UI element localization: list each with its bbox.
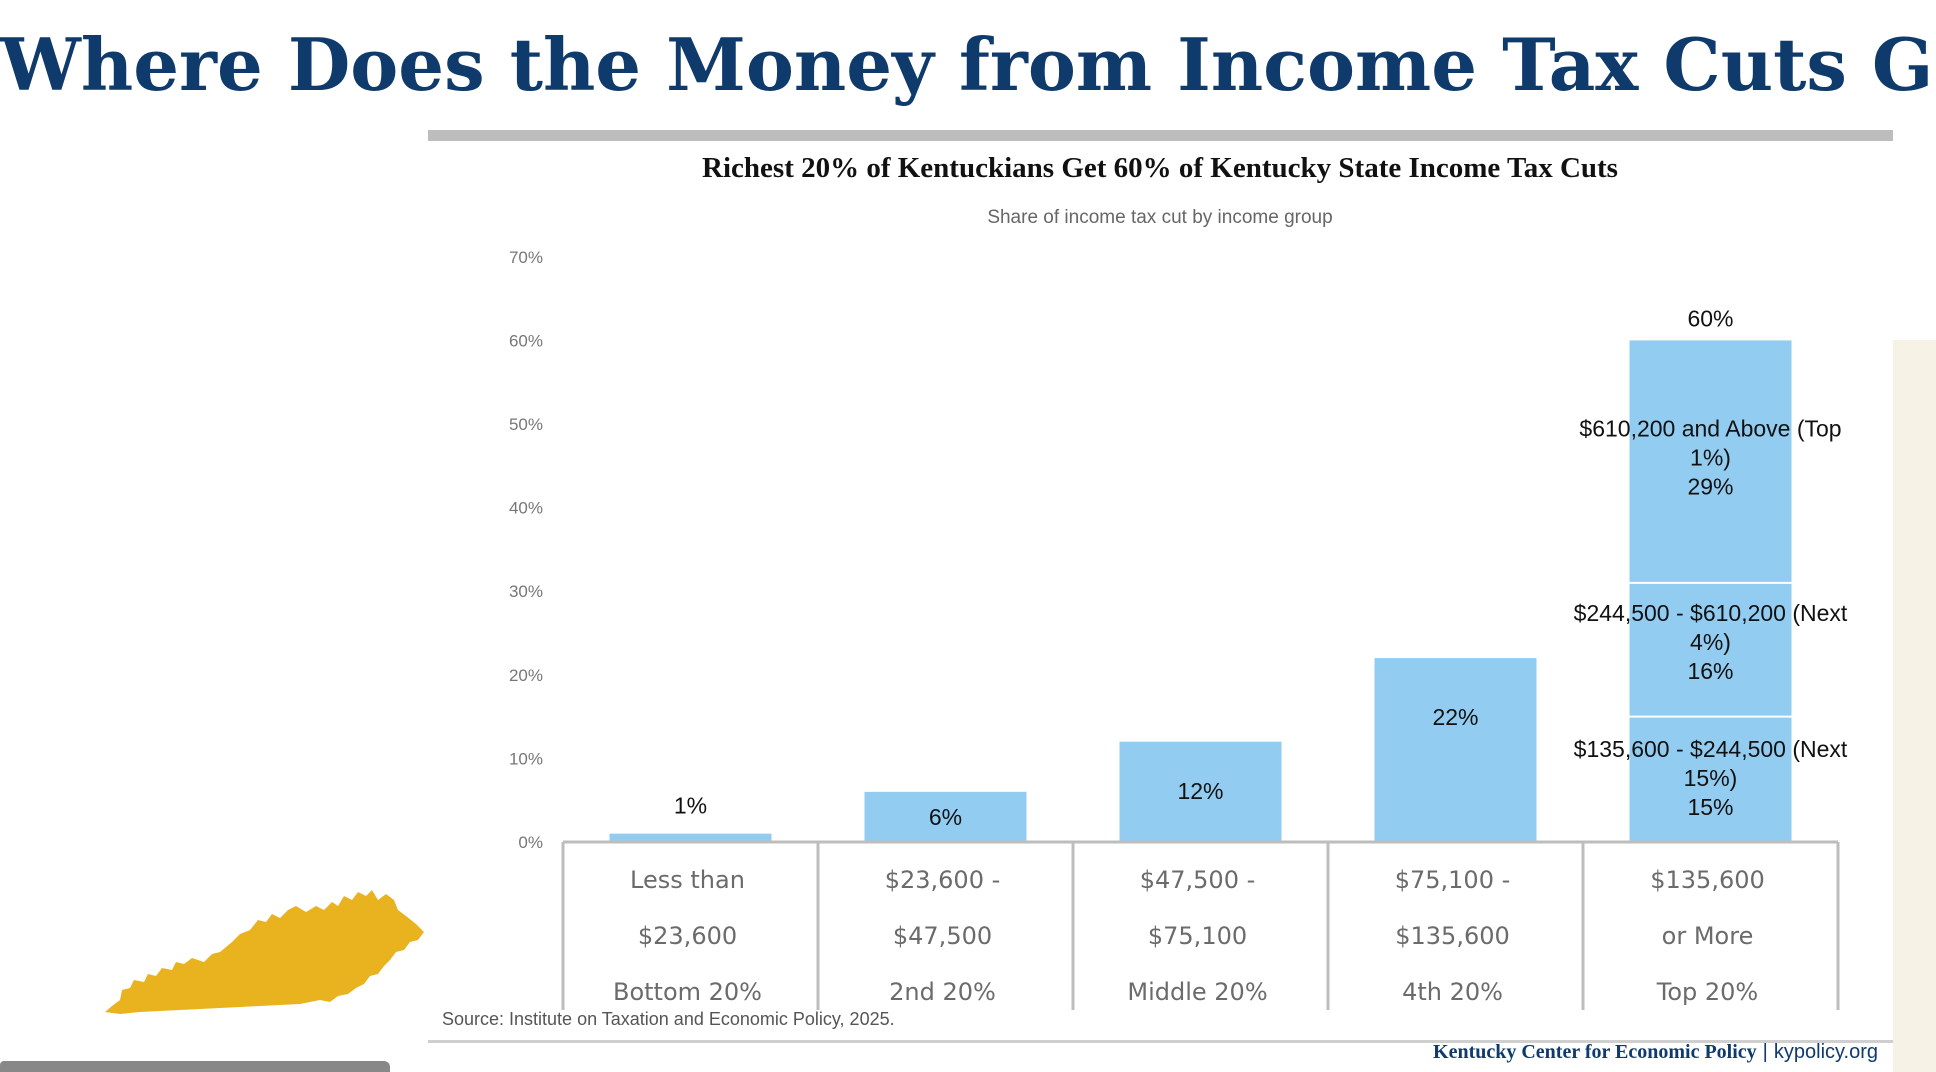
y-tick-label: 10%: [509, 749, 543, 768]
scrollbar[interactable]: [0, 1061, 390, 1072]
x-tick-label: or More: [1662, 922, 1754, 950]
segment-label: $244,500 - $610,200 (Next: [1574, 600, 1848, 626]
x-tick-label: $75,100: [1148, 922, 1247, 950]
x-tick-label: 2nd 20%: [889, 978, 996, 1006]
x-tick-label: $23,600 -: [885, 866, 1001, 894]
chart-subtitle: Share of income tax cut by income group: [987, 207, 1333, 228]
footer: Kentucky Center for Economic Policy | kypo…: [1433, 1041, 1878, 1064]
x-tick-label: Bottom 20%: [613, 978, 762, 1006]
x-tick-label: Top 20%: [1656, 978, 1758, 1006]
segment-label: 16%: [1687, 658, 1733, 684]
bar-data-label: 6%: [929, 804, 962, 830]
x-tick-label: $47,500: [893, 922, 992, 950]
source-note: Source: Institute on Taxation and Econom…: [442, 1009, 895, 1029]
y-tick-label: 60%: [509, 331, 543, 350]
segment-label: 29%: [1687, 473, 1733, 499]
y-tick-label: 70%: [509, 248, 543, 267]
bar: [1119, 741, 1282, 842]
bar-data-label: 22%: [1432, 704, 1478, 730]
x-tick-label: $135,600: [1395, 922, 1510, 950]
title-divider: [428, 130, 1893, 141]
segment-label: $610,200 and Above (Top: [1579, 415, 1841, 441]
x-tick-label: Less than: [630, 866, 745, 894]
slide-title: Where Does the Money from Income Tax Cut…: [0, 22, 1936, 107]
y-tick-label: 50%: [509, 415, 543, 434]
bar-segment: [1629, 582, 1792, 717]
x-tick-label: Middle 20%: [1127, 978, 1267, 1006]
x-tick-label: $23,600: [638, 922, 737, 950]
segment-label: 4%): [1690, 629, 1731, 655]
bar-data-label: 60%: [1687, 305, 1733, 331]
footer-divider: [428, 1040, 1893, 1043]
y-tick-label: 20%: [509, 666, 543, 685]
y-tick-label: 40%: [509, 499, 543, 518]
x-tick-label: 4th 20%: [1402, 978, 1503, 1006]
segment-label: 15%): [1684, 765, 1738, 791]
decorative-panel: [1893, 340, 1936, 1072]
bar-data-label: 1%: [674, 793, 707, 819]
footer-org: Kentucky Center for Economic Policy: [1433, 1041, 1757, 1063]
bar: [864, 791, 1027, 842]
x-tick-label: $75,100 -: [1395, 866, 1511, 894]
kentucky-map-icon: [105, 890, 424, 1014]
y-tick-label: 30%: [509, 582, 543, 601]
footer-separator: |: [1762, 1041, 1768, 1063]
y-tick-label: 0%: [518, 833, 543, 852]
bar-segment: [1629, 716, 1792, 842]
segment-label: $135,600 - $244,500 (Next: [1574, 736, 1848, 762]
chart-title: Richest 20% of Kentuckians Get 60% of Ke…: [702, 152, 1618, 184]
bar-data-label: 12%: [1177, 778, 1223, 804]
bar-segment: [1629, 340, 1792, 583]
footer-site-link[interactable]: kypolicy.org: [1773, 1041, 1878, 1063]
bar: [1374, 658, 1537, 842]
x-tick-label: $47,500 -: [1140, 866, 1256, 894]
bar: [609, 833, 772, 842]
x-tick-label: $135,600: [1650, 866, 1765, 894]
segment-label: 15%: [1687, 794, 1733, 820]
segment-label: 1%): [1690, 444, 1731, 470]
